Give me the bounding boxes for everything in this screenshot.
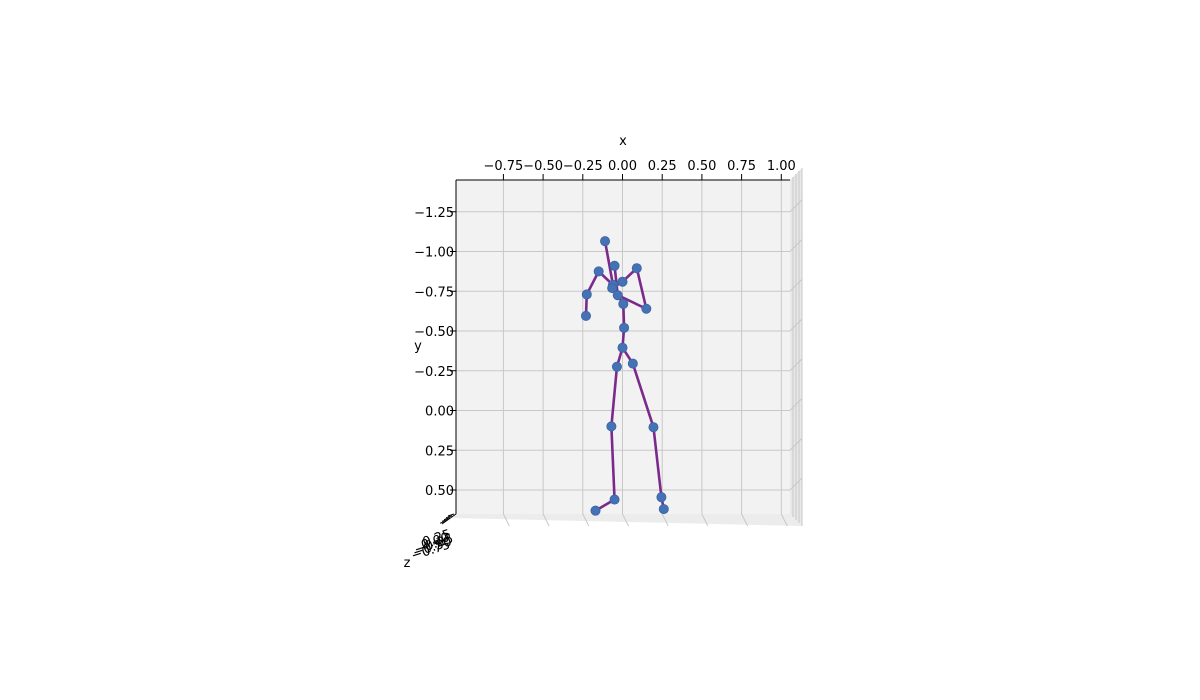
z-tick <box>443 517 451 521</box>
x-tick-label: −0.25 <box>563 159 603 174</box>
skeleton-joint <box>656 492 667 503</box>
skeleton-joint <box>611 361 622 372</box>
skeleton-joint <box>631 263 642 274</box>
z-tick <box>447 513 455 517</box>
x-tick-label: 1.00 <box>767 159 796 174</box>
z-tick <box>439 520 447 524</box>
floor-grid-line <box>582 513 590 527</box>
skeleton-bone <box>631 362 655 429</box>
x-tick-label: 0.75 <box>727 159 756 174</box>
y-tick-label: 0.50 <box>425 484 454 499</box>
skeleton-joint <box>617 276 628 287</box>
z-axis-line <box>441 513 457 525</box>
skeleton-joint <box>609 260 620 271</box>
y-tick-label: 0.25 <box>425 444 454 459</box>
z-tick <box>445 515 453 519</box>
skeleton-bone <box>603 239 615 287</box>
floor-grid-line <box>780 513 788 527</box>
skeleton-bone <box>610 425 616 501</box>
skeleton-joint <box>581 289 592 300</box>
x-axis-title: x <box>619 134 627 149</box>
skeleton-joint <box>641 303 652 314</box>
y-tick-label: 0.00 <box>425 405 454 420</box>
floor-grid-line <box>741 513 749 527</box>
skeleton-bone <box>610 365 619 428</box>
skeleton-joint <box>607 283 618 294</box>
x-tick-label: 0.50 <box>687 159 716 174</box>
x-tick-label: −0.50 <box>523 159 563 174</box>
skeleton-joint <box>658 504 669 515</box>
skeleton-joint <box>648 422 659 433</box>
y-tick-label: −0.25 <box>414 365 454 380</box>
skeleton-joint <box>617 342 628 353</box>
floor-grid-line <box>542 513 550 527</box>
z-axis-title: z <box>404 556 411 571</box>
floor-pane <box>452 514 802 526</box>
skeleton-joint <box>618 298 629 309</box>
floor-grid-line <box>502 513 510 527</box>
y-tick-label: −0.75 <box>414 285 454 300</box>
x-tick-label: 0.00 <box>608 159 637 174</box>
skeleton-joint <box>590 505 601 516</box>
y-tick-label: −0.50 <box>414 325 454 340</box>
skeleton-bone <box>616 293 648 311</box>
skeleton-bone <box>635 266 648 311</box>
skeleton-joint <box>612 290 623 301</box>
skeleton-joint <box>580 310 591 321</box>
skeleton-joint <box>593 266 604 277</box>
floor-grid-line <box>701 513 709 527</box>
skeleton-joint <box>609 494 620 505</box>
skeleton-bone <box>652 425 663 499</box>
skeleton-joint <box>606 421 617 432</box>
y-axis-title: y <box>414 339 422 354</box>
y-tick-label: −1.25 <box>414 206 454 221</box>
skeleton-joint <box>619 322 630 333</box>
x-tick-label: 0.25 <box>648 159 677 174</box>
skeleton-joint <box>627 358 638 369</box>
z-tick <box>441 518 449 522</box>
floor-grid-line <box>661 513 669 527</box>
floor-grid-line <box>622 513 629 527</box>
x-tick-label: −0.75 <box>483 159 523 174</box>
skeleton-joint <box>600 236 611 247</box>
y-tick-label: −1.00 <box>414 246 454 261</box>
